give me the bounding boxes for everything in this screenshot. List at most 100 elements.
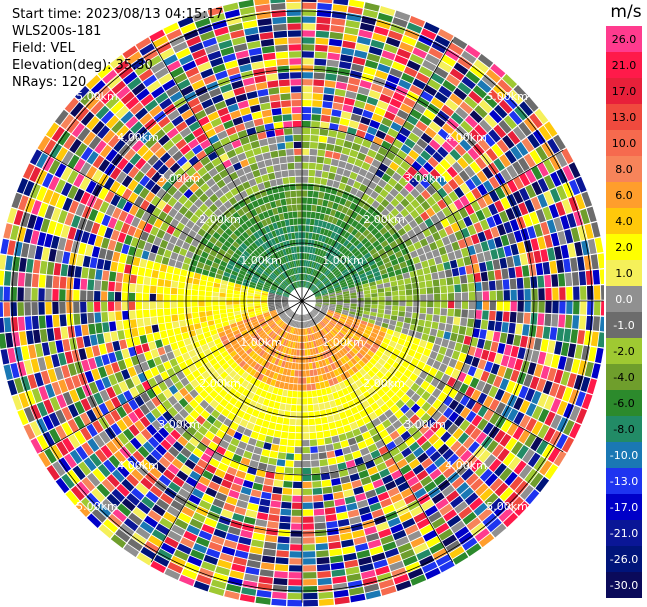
ppi-gate — [262, 310, 269, 314]
ppi-gate — [157, 164, 169, 176]
ppi-gate — [183, 256, 192, 265]
ppi-gate — [285, 460, 294, 467]
ppi-gate — [274, 334, 280, 342]
ppi-gate — [148, 123, 162, 136]
ppi-gate — [333, 241, 340, 249]
ppi-gate — [172, 274, 180, 282]
ppi-gate — [23, 423, 36, 440]
ppi-gate — [312, 318, 317, 325]
ppi-gate — [208, 324, 216, 331]
ppi-gate — [519, 464, 533, 480]
ppi-gate — [184, 307, 192, 314]
ppi-gate — [284, 219, 290, 227]
ppi-gate — [144, 541, 160, 554]
ppi-gate — [181, 332, 190, 340]
ppi-gate — [260, 322, 267, 328]
ppi-gate — [252, 333, 259, 340]
ppi-gate — [383, 362, 392, 371]
ppi-gate — [105, 204, 116, 217]
ppi-gate — [349, 421, 359, 430]
ppi-gate — [376, 370, 385, 379]
ppi-gate — [429, 451, 442, 463]
ppi-gate — [150, 226, 160, 236]
ppi-gate — [315, 163, 324, 171]
ppi-gate — [282, 227, 288, 234]
ppi-gate — [385, 371, 394, 380]
ppi-gate — [278, 311, 285, 316]
ppi-gate — [283, 305, 289, 309]
ppi-gate — [445, 348, 454, 358]
ppi-gate — [114, 292, 122, 301]
ppi-gate — [303, 599, 318, 607]
ppi-gate — [181, 482, 195, 494]
ppi-gate — [555, 201, 566, 216]
ppi-gate — [396, 425, 407, 436]
ppi-gate — [323, 336, 329, 343]
ppi-gate — [281, 107, 292, 115]
ppi-gate — [279, 321, 285, 328]
ppi-gate — [346, 208, 354, 217]
ppi-gate — [124, 328, 132, 339]
ppi-gate — [516, 277, 524, 289]
ppi-gate — [214, 208, 223, 218]
ppi-gate — [311, 286, 317, 292]
ppi-gate — [45, 383, 56, 398]
ppi-gate — [309, 425, 316, 433]
ppi-gate — [343, 303, 350, 306]
ppi-gate — [235, 447, 245, 457]
ppi-gate — [135, 301, 143, 310]
ppi-gate — [531, 421, 544, 436]
ppi-gate — [390, 208, 400, 217]
ppi-gate — [323, 366, 330, 373]
ppi-gate — [419, 307, 427, 314]
ppi-gate — [150, 449, 163, 461]
ppi-gate — [55, 477, 70, 494]
ppi-gate — [357, 306, 364, 311]
ppi-gate — [342, 309, 349, 314]
ppi-gate — [284, 255, 289, 262]
ppi-gate — [346, 573, 362, 582]
ppi-gate — [380, 534, 394, 545]
ppi-gate — [62, 197, 73, 212]
ppi-gate — [199, 338, 207, 346]
ppi-gate — [348, 255, 356, 262]
ppi-gate — [322, 305, 329, 308]
ppi-gate — [116, 483, 130, 497]
ppi-gate — [544, 464, 559, 480]
ppi-gate — [198, 306, 206, 312]
ppi-gate — [351, 220, 359, 228]
ppi-gate — [321, 291, 328, 295]
ppi-gate — [224, 393, 233, 402]
ppi-gate — [278, 72, 290, 80]
ppi-gate — [355, 285, 363, 290]
ppi-gate — [66, 277, 74, 289]
ppi-gate — [544, 313, 552, 327]
ppi-gate — [392, 290, 399, 296]
ppi-gate — [245, 444, 255, 453]
ppi-gate — [356, 288, 363, 293]
ppi-gate — [206, 548, 221, 559]
ppi-gate — [195, 415, 206, 425]
ppi-gate — [92, 155, 105, 169]
ppi-gate — [326, 230, 333, 238]
ppi-gate — [216, 522, 229, 532]
ppi-gate — [368, 378, 376, 387]
ppi-gate — [259, 331, 266, 338]
ppi-gate — [319, 242, 324, 249]
ppi-gate — [186, 35, 202, 47]
ppi-gate — [493, 124, 507, 139]
ppi-gate — [146, 388, 157, 400]
ppi-gate — [314, 306, 321, 310]
ppi-gate — [335, 81, 348, 90]
ppi-gate — [343, 296, 350, 299]
ppi-gate — [47, 220, 57, 235]
ppi-gate — [212, 498, 225, 509]
ppi-gate — [24, 273, 32, 287]
ppi-gate — [248, 47, 262, 56]
ppi-gate — [424, 127, 437, 139]
ppi-gate — [550, 232, 560, 247]
ppi-gate — [371, 200, 380, 209]
ppi-gate — [509, 311, 517, 323]
ppi-gate — [225, 402, 234, 412]
ppi-gate — [262, 52, 276, 61]
